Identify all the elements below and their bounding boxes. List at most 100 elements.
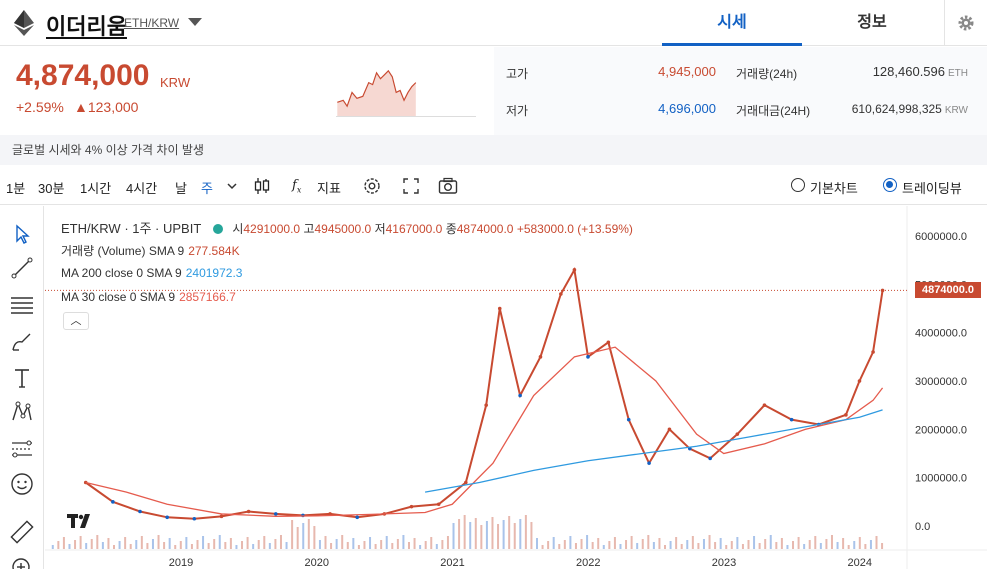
price-point [436,502,441,507]
text-icon[interactable] [10,366,34,390]
stats-panel: 고가 4,945,000 저가 4,696,000 거래량(24h) 128,4… [494,47,987,135]
volume-bar [101,542,104,549]
volume-bar [697,543,700,549]
price-point [464,480,468,485]
camera-icon[interactable] [438,176,458,196]
volume-bar [825,539,828,549]
volume-bar [213,539,216,549]
volume-bar [96,535,99,549]
fx-icon[interactable]: fx [292,178,302,195]
candlestick-icon[interactable] [252,176,272,196]
mini-price-chart [336,69,476,117]
chevron-down-icon[interactable] [188,18,202,26]
volume-bar [552,537,555,549]
volume-bar [508,516,511,549]
interval-4h[interactable]: 4시간 [126,181,158,196]
y-tick-label: 3000000.0 [915,376,967,388]
volume-bar [135,540,138,549]
volume-bar [224,542,227,549]
x-tick-label: 2021 [440,557,464,569]
trendline-icon[interactable] [10,256,34,280]
volume-bar [274,539,277,549]
pattern-icon[interactable] [10,400,34,424]
volume-bar [758,543,761,549]
volume-bar [174,545,177,549]
volume-bar [647,535,650,549]
cursor-icon[interactable] [10,222,34,246]
legend-collapse-button[interactable]: ︿ [63,312,89,330]
price-point [111,500,115,504]
interval-1h[interactable]: 1시간 [80,181,112,196]
tradingview-label[interactable]: 트레이딩뷰 [902,181,962,196]
price-point [518,393,522,398]
legend-ma30[interactable]: MA 30 close 0 SMA 9 2857166.7 [61,290,236,304]
price-point [789,417,794,422]
legend-ma200[interactable]: MA 200 close 0 SMA 9 2401972.3 [61,266,243,280]
volume-bar [730,541,733,549]
volume-bar [113,545,116,549]
legend-volume[interactable]: 거래량 (Volume) SMA 9 277.584K [61,244,240,258]
volume-bar [285,542,288,549]
tradingview-radio[interactable] [883,178,897,192]
settings-button[interactable] [944,0,987,46]
smiley-icon[interactable] [10,472,34,496]
fullscreen-icon[interactable] [401,176,421,196]
volume-bar [836,542,839,549]
zoom-in-icon[interactable] [10,556,34,569]
volume-bar [369,537,372,549]
volume-bar [140,536,143,549]
price-point [606,340,611,345]
price-point [538,355,543,359]
x-tick-label: 2023 [712,557,736,569]
current-price: 4,874,000 [16,59,150,92]
volume-bar [792,541,795,549]
volume-bar [669,541,672,549]
indicators-button[interactable]: 지표 [317,181,341,196]
volume-bar [107,538,110,549]
chart-canvas[interactable]: 6000000.05000000.04000000.03000000.02000… [45,206,987,569]
volume-bar [536,538,539,549]
ma30-line [85,346,884,517]
volume-bar [686,540,689,549]
brush-icon[interactable] [10,330,34,354]
tab-price[interactable]: 시세 [662,0,802,46]
last-price-tag: 4874000.0 [915,282,981,299]
volume-bar [502,520,505,549]
price-point [844,413,848,417]
volume-bar [469,522,472,549]
chart-legend-title: ETH/KRW · 1주 · UPBIT 시4291000.0 고4945000… [61,221,633,236]
horizontal-lines-icon[interactable] [10,292,34,316]
volume-bar [797,537,800,549]
volume-bar [519,519,522,549]
volume-bar [563,540,566,549]
price-chart[interactable]: 6000000.05000000.04000000.03000000.02000… [45,206,987,569]
volume-bar [463,515,466,549]
volume-bar [613,537,616,549]
basic-chart-radio[interactable] [791,178,805,192]
ruler-icon[interactable] [10,520,34,544]
price-gap-notice: 글로벌 시세와 4% 이상 가격 차이 발생 [0,135,987,165]
interval-1m[interactable]: 1분 [6,181,26,196]
coin-name[interactable]: 이더리움 [46,14,127,39]
volume-bar [346,542,349,549]
volume-bar [725,545,728,549]
tab-info[interactable]: 정보 [857,14,887,31]
amount-24h-label: 거래대금(24H) [736,104,811,118]
interval-day[interactable]: 날 [175,181,187,196]
volume-bar [764,539,767,549]
volume-bar [246,537,249,549]
volume-bar [291,520,294,549]
coin-pair[interactable]: ETH/KRW [124,16,180,30]
price-point [273,512,278,516]
chevron-down-icon[interactable] [222,176,242,196]
basic-chart-label[interactable]: 기본차트 [810,181,858,196]
interval-30m[interactable]: 30분 [38,181,65,196]
volume-bar [680,544,683,549]
price-point [165,515,169,520]
fibonacci-icon[interactable] [10,438,34,462]
volume-bar [51,545,54,549]
price-point [626,417,631,422]
settings-icon[interactable] [362,176,382,196]
price-point [192,516,197,521]
interval-week[interactable]: 주 [201,181,213,196]
